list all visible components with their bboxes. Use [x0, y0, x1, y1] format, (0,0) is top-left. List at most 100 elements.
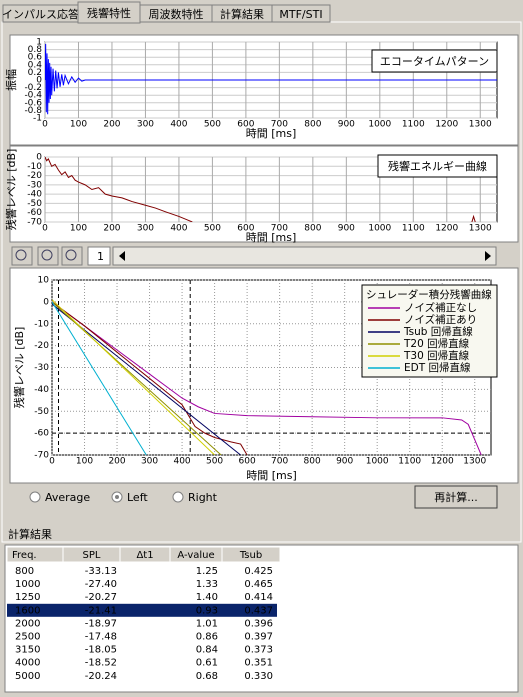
- y-tick-label: -0.4: [24, 91, 42, 101]
- radio-label[interactable]: Left: [127, 491, 148, 504]
- recalc-button[interactable]: [414, 485, 498, 509]
- column-header-label[interactable]: A-value: [177, 550, 214, 561]
- series-line: [52, 301, 222, 455]
- tab-label[interactable]: MTF/STI: [279, 8, 322, 21]
- cell[interactable]: 1.01: [196, 618, 218, 629]
- cell[interactable]: 0.68: [196, 671, 218, 682]
- scroll-left-arrow: [119, 251, 125, 261]
- legend-label: ノイズ補正なし: [404, 301, 477, 314]
- cell[interactable]: 0.86: [196, 632, 218, 643]
- x-tick-label: 1300: [463, 457, 486, 467]
- cell[interactable]: -21.41: [85, 605, 117, 616]
- cell[interactable]: 0.414: [244, 592, 273, 603]
- y-tick-label: -70: [34, 451, 49, 461]
- x-tick-label: 200: [103, 120, 120, 130]
- cell[interactable]: 1000: [15, 579, 40, 590]
- y-tick-label: 0.6: [28, 53, 43, 63]
- cell[interactable]: 3150: [15, 645, 40, 656]
- x-tick-label: 0: [42, 224, 48, 234]
- cell[interactable]: 0.396: [244, 618, 273, 629]
- cell[interactable]: -18.05: [85, 645, 117, 656]
- cell[interactable]: 0.330: [244, 671, 273, 682]
- y-tick-label: -10: [34, 319, 49, 329]
- page-number-box[interactable]: [87, 246, 111, 266]
- y-tick-label: -50: [34, 407, 49, 417]
- cell[interactable]: 0.465: [244, 579, 273, 590]
- y-tick-label: -20: [34, 341, 49, 351]
- x-tick-label: 1200: [431, 457, 454, 467]
- tab-label[interactable]: 周波数特性: [149, 7, 204, 21]
- cell[interactable]: 0.373: [244, 645, 273, 656]
- y-tick-label: -20: [27, 171, 42, 181]
- y-tick-label: 0.8: [28, 45, 43, 55]
- y-tick-label: 0: [43, 297, 49, 307]
- cell[interactable]: 1600: [15, 605, 40, 616]
- column-header-label[interactable]: Δt1: [136, 550, 153, 561]
- legend-label: T30 回帰直線: [403, 349, 470, 362]
- column-header-label[interactable]: Tsub: [239, 550, 262, 561]
- y-tick-label: 0: [36, 153, 42, 163]
- column-header-label[interactable]: SPL: [83, 550, 101, 561]
- chart-title: 残響エネルギー曲線: [388, 159, 487, 173]
- cell[interactable]: 1250: [15, 592, 40, 603]
- x-tick-label: 1100: [402, 224, 425, 234]
- column-header[interactable]: [221, 546, 281, 563]
- tab-label[interactable]: インパルス応答: [2, 7, 79, 21]
- cell[interactable]: 0.437: [244, 605, 273, 616]
- cell[interactable]: 1.40: [196, 592, 218, 603]
- cell[interactable]: 0.425: [244, 566, 273, 577]
- cell[interactable]: 0.351: [244, 658, 273, 669]
- y-tick-label: 0: [36, 76, 42, 86]
- cell[interactable]: -20.27: [85, 592, 117, 603]
- x-tick-label: 900: [338, 224, 355, 234]
- x-tick-label: 500: [206, 457, 223, 467]
- y-tick-label: -40: [27, 190, 42, 200]
- cell[interactable]: 4000: [15, 658, 40, 669]
- cell[interactable]: -18.52: [85, 658, 117, 669]
- column-header-label[interactable]: Freq.: [12, 550, 37, 561]
- cell[interactable]: 1.25: [196, 566, 218, 577]
- y-tick-label: -60: [27, 208, 42, 218]
- cell[interactable]: -27.40: [85, 579, 117, 590]
- radio-button[interactable]: [29, 491, 41, 503]
- radio-label[interactable]: Right: [188, 491, 218, 504]
- y-tick-label: 0.4: [28, 60, 43, 70]
- x-tick-label: 100: [76, 457, 93, 467]
- legend-title: シュレーダー積分残響曲線: [366, 288, 492, 301]
- x-tick-label: 800: [304, 457, 321, 467]
- cell[interactable]: -18.97: [85, 618, 117, 629]
- x-tick-label: 400: [173, 457, 190, 467]
- cell[interactable]: 0.61: [196, 658, 218, 669]
- radio-button[interactable]: [172, 491, 184, 503]
- cell[interactable]: -20.24: [85, 671, 117, 682]
- y-tick-label: -0.6: [24, 98, 42, 108]
- selected-row: [7, 603, 277, 617]
- legend-label: EDT 回帰直線: [404, 361, 471, 374]
- cell[interactable]: 2500: [15, 632, 40, 643]
- cell[interactable]: 800: [15, 566, 34, 577]
- x-tick-label: 700: [271, 224, 288, 234]
- cell[interactable]: 5000: [15, 671, 40, 682]
- cell[interactable]: -17.48: [85, 632, 117, 643]
- tab[interactable]: [271, 4, 331, 23]
- chart-title-box: [377, 154, 498, 178]
- tab-label[interactable]: 残響特性: [87, 6, 131, 20]
- x-tick-label: 800: [304, 120, 321, 130]
- cell[interactable]: -33.13: [85, 566, 117, 577]
- y-axis-label: 残響レベル [dB]: [4, 149, 18, 231]
- scrollbar[interactable]: [112, 246, 497, 266]
- y-tick-label: -30: [34, 363, 49, 373]
- cell[interactable]: 0.397: [244, 632, 273, 643]
- cell[interactable]: 0.93: [196, 605, 218, 616]
- cell[interactable]: 2000: [15, 618, 40, 629]
- page-number[interactable]: 1: [97, 250, 104, 263]
- recalc-button-label[interactable]: 再計算...: [434, 490, 478, 504]
- cell[interactable]: 0.84: [196, 645, 218, 656]
- x-tick-label: 900: [338, 120, 355, 130]
- radio-label[interactable]: Average: [45, 491, 90, 504]
- tab-label[interactable]: 計算結果: [220, 7, 264, 21]
- y-tick-label: -10: [27, 162, 42, 172]
- x-tick-label: 900: [336, 457, 353, 467]
- cell[interactable]: 1.33: [196, 579, 218, 590]
